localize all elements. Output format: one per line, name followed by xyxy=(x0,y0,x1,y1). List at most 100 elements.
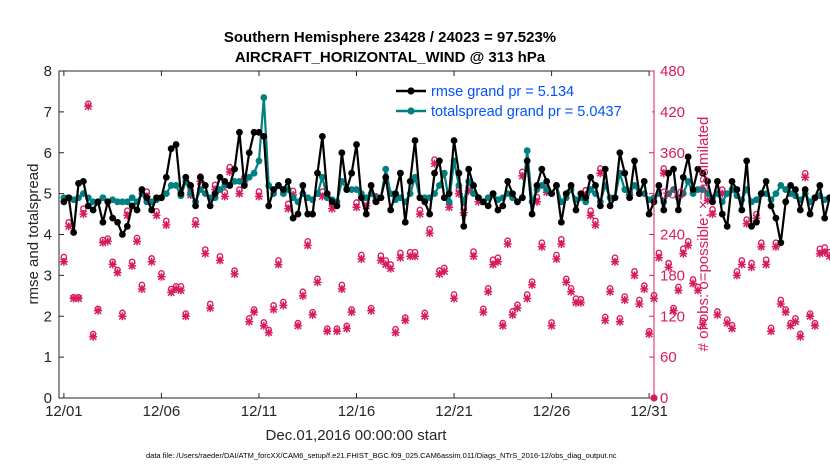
rmse-marker xyxy=(548,190,555,198)
assimilated-obs-marker xyxy=(352,203,361,212)
y-right-tick-label: 0 xyxy=(660,390,668,407)
totalspread-marker xyxy=(255,157,263,165)
rmse-marker xyxy=(592,182,599,189)
assimilated-obs-marker xyxy=(484,287,493,296)
assimilated-obs-marker xyxy=(547,321,556,330)
assimilated-obs-marker xyxy=(806,312,815,321)
rmse-marker xyxy=(494,206,502,214)
rmse-marker xyxy=(528,210,536,218)
assimilated-obs-marker xyxy=(391,328,400,337)
assimilated-obs-marker xyxy=(762,260,771,269)
rmse-marker xyxy=(367,182,375,189)
rmse-marker xyxy=(158,194,165,202)
totalspread-marker xyxy=(114,198,121,206)
rmse-marker xyxy=(265,202,273,210)
rmse-marker xyxy=(645,210,653,218)
assimilated-obs-marker xyxy=(737,260,746,269)
assimilated-obs-marker xyxy=(659,169,668,178)
assimilated-obs-marker xyxy=(523,294,532,303)
legend-label-rmse: rmse grand pr = 5.134 xyxy=(431,84,574,100)
y-left-tick-label: 5 xyxy=(44,186,52,203)
assimilated-obs-marker xyxy=(269,305,278,314)
assimilated-obs-marker xyxy=(679,249,688,258)
assimilated-obs-marker xyxy=(771,242,780,251)
assimilated-obs-marker xyxy=(474,197,483,206)
totalspread-marker xyxy=(348,186,356,193)
assimilated-obs-marker xyxy=(79,210,88,219)
rmse-marker xyxy=(406,177,414,185)
rmse-marker xyxy=(392,190,399,198)
x-tick-label: 12/31 xyxy=(630,403,668,420)
rmse-marker xyxy=(289,214,297,222)
rmse-marker xyxy=(216,173,224,181)
assimilated-obs-marker xyxy=(152,211,161,220)
assimilated-obs-marker xyxy=(245,317,254,326)
assimilated-obs-marker xyxy=(137,285,146,293)
rmse-marker xyxy=(362,210,370,218)
assimilated-obs-marker xyxy=(567,287,576,296)
rmse-marker xyxy=(543,177,551,185)
rmse-marker xyxy=(728,177,736,185)
assimilated-obs-marker xyxy=(469,252,478,261)
totalspread-marker xyxy=(440,169,448,177)
assimilated-obs-marker xyxy=(401,316,410,325)
rmse-marker xyxy=(343,186,351,193)
rmse-marker xyxy=(436,157,443,165)
rmse-marker xyxy=(460,222,468,230)
rmse-marker xyxy=(772,214,780,222)
legend-marker-spread xyxy=(407,107,415,115)
assimilated-obs-marker xyxy=(128,261,137,270)
rmse-marker xyxy=(172,141,180,148)
assimilated-obs-marker xyxy=(118,312,127,321)
y-right-tick-label: 480 xyxy=(660,63,685,80)
totalspread-marker xyxy=(89,198,97,206)
y-left-tick-label: 1 xyxy=(44,349,52,366)
rmse-marker xyxy=(162,173,170,181)
rmse-marker xyxy=(197,173,204,181)
rmse-marker xyxy=(94,198,102,206)
rmse-marker xyxy=(738,206,746,214)
assimilated-obs-marker xyxy=(435,270,444,279)
assimilated-obs-marker xyxy=(357,255,366,264)
assimilated-obs-marker xyxy=(571,298,580,307)
assimilated-obs-marker xyxy=(69,294,78,303)
assimilated-obs-marker xyxy=(230,270,239,279)
totalspread-marker xyxy=(216,186,224,193)
rmse-marker xyxy=(245,149,253,157)
assimilated-obs-marker xyxy=(732,271,741,280)
assimilated-obs-marker xyxy=(669,306,678,315)
totalspread-marker xyxy=(172,182,180,189)
rmse-marker xyxy=(567,182,575,189)
rmse-marker xyxy=(357,194,365,202)
assimilated-obs-marker xyxy=(645,329,654,338)
rmse-marker xyxy=(811,194,819,202)
rmse-marker xyxy=(782,198,790,206)
assimilated-obs-marker xyxy=(664,263,673,272)
rmse-marker xyxy=(421,198,429,206)
rmse-marker xyxy=(89,206,97,214)
y-left-axis-label: rmse and totalspread xyxy=(25,164,42,305)
y-right-tick-label: 240 xyxy=(660,227,685,244)
assimilated-obs-marker xyxy=(59,257,68,266)
assimilated-obs-marker xyxy=(323,327,332,336)
rmse-marker xyxy=(694,165,702,173)
rmse-marker xyxy=(631,157,638,165)
y-right-axis-label: # of obs: o=possible; ×=assimilated xyxy=(695,117,712,352)
assimilated-obs-marker xyxy=(411,252,420,261)
rmse-marker xyxy=(572,206,580,214)
rmse-marker xyxy=(509,190,516,198)
rmse-marker xyxy=(109,214,117,222)
assimilated-obs-marker xyxy=(362,201,371,210)
rmse-marker xyxy=(577,190,585,198)
assimilated-obs-marker xyxy=(479,308,488,317)
totalspread-marker xyxy=(167,182,175,189)
assimilated-obs-marker xyxy=(459,208,468,217)
y-right-tick-label: 60 xyxy=(660,349,677,366)
rmse-marker xyxy=(304,210,312,218)
totalspread-marker xyxy=(353,186,360,193)
rmse-marker xyxy=(504,177,512,185)
rmse-marker xyxy=(338,149,346,157)
rmse-marker xyxy=(299,182,307,189)
rmse-marker xyxy=(465,165,473,173)
assimilated-obs-marker xyxy=(279,301,288,310)
